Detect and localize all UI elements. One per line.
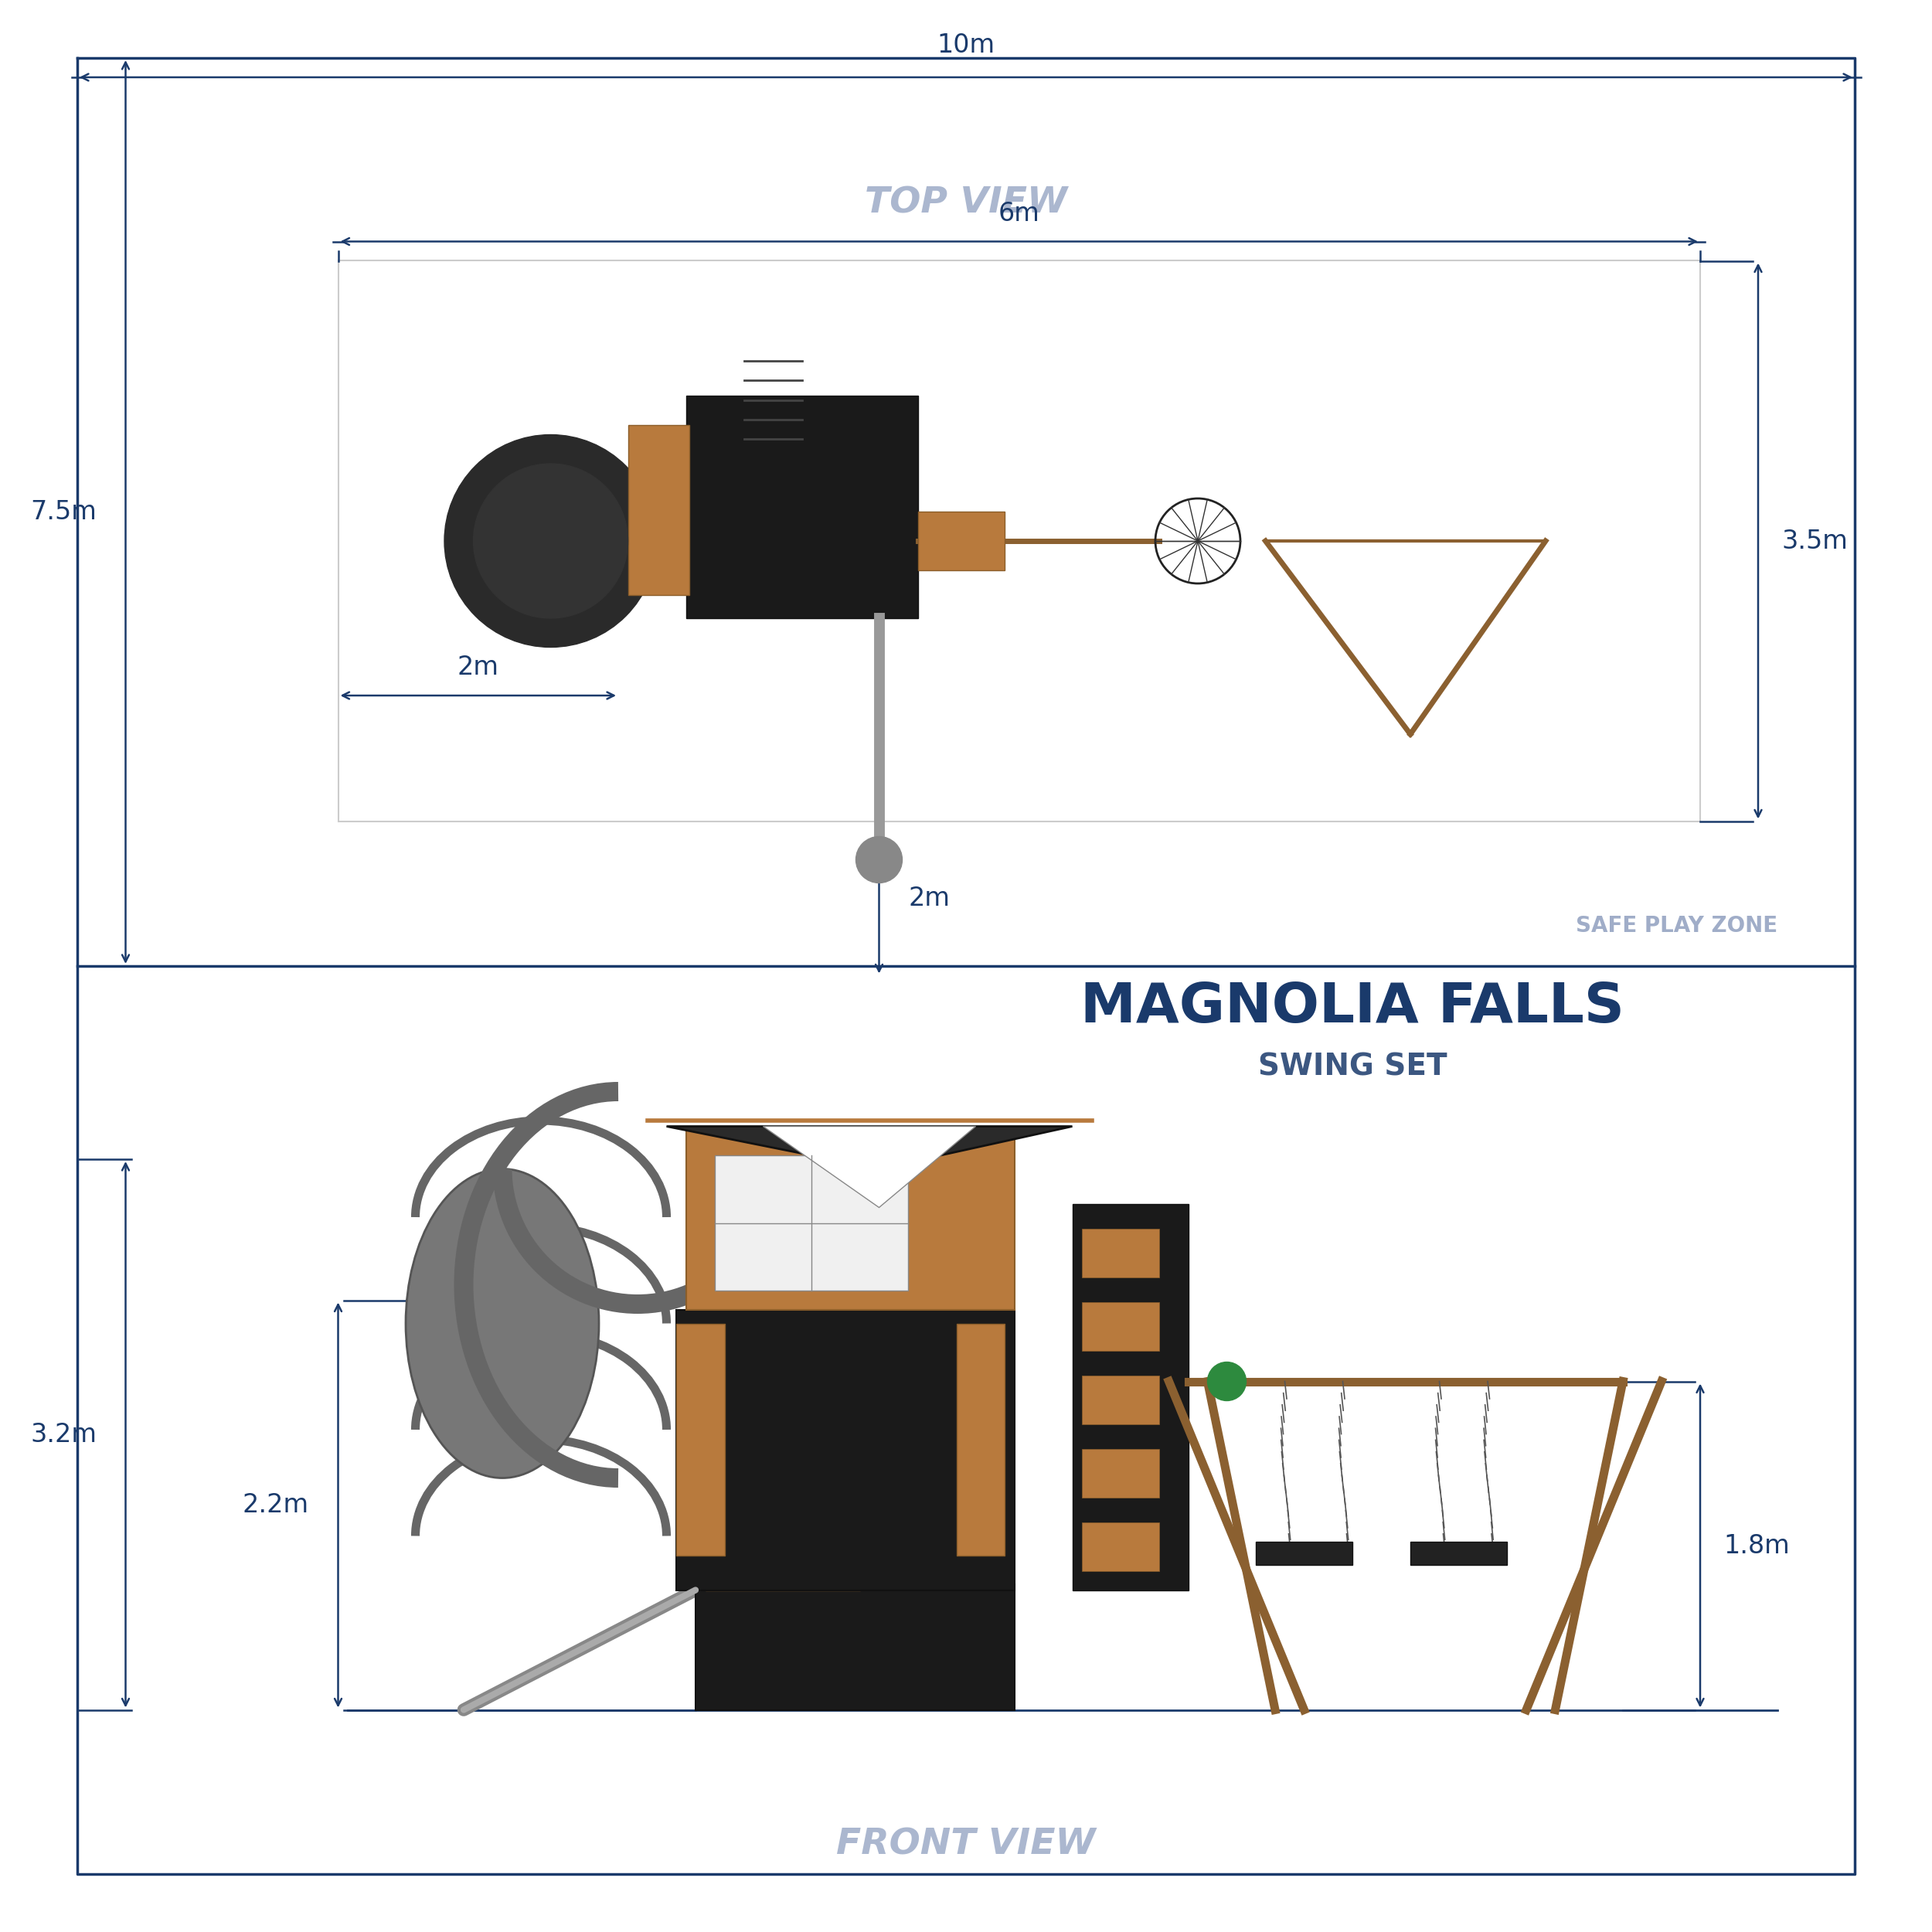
Text: 3.2m: 3.2m xyxy=(31,1422,97,1447)
Bar xyxy=(1082,1229,1159,1277)
Text: MAGNOLIA FALLS: MAGNOLIA FALLS xyxy=(1080,980,1625,1034)
Bar xyxy=(1082,1449,1159,1497)
Text: 7.5m: 7.5m xyxy=(31,498,97,526)
Bar xyxy=(686,1126,1014,1310)
Text: 10m: 10m xyxy=(937,33,995,58)
Ellipse shape xyxy=(406,1169,599,1478)
Circle shape xyxy=(856,837,902,883)
Text: SAFE PLAY ZONE: SAFE PLAY ZONE xyxy=(1577,916,1777,937)
Bar xyxy=(956,1323,1005,1555)
Bar xyxy=(696,1584,1014,1710)
Bar xyxy=(1256,1542,1352,1565)
Polygon shape xyxy=(763,1126,976,1208)
Text: SWING SET: SWING SET xyxy=(1258,1053,1447,1082)
Bar xyxy=(686,396,918,618)
Text: 3.5m: 3.5m xyxy=(1781,527,1847,554)
Bar xyxy=(338,261,1700,821)
Polygon shape xyxy=(667,1126,1072,1169)
Bar xyxy=(705,1493,860,1590)
Text: FRONT VIEW: FRONT VIEW xyxy=(837,1828,1095,1862)
Text: TOP VIEW: TOP VIEW xyxy=(866,185,1066,220)
Bar xyxy=(918,512,1005,570)
Text: 2.2m: 2.2m xyxy=(243,1492,309,1519)
Bar xyxy=(676,1310,1014,1590)
Bar xyxy=(1082,1376,1159,1424)
Bar xyxy=(1082,1522,1159,1571)
Bar xyxy=(1072,1204,1188,1590)
Text: 2m: 2m xyxy=(458,655,498,680)
Text: 2m: 2m xyxy=(908,885,951,912)
Circle shape xyxy=(473,464,628,618)
Bar xyxy=(1082,1302,1159,1350)
Bar xyxy=(676,1323,724,1555)
Text: 6m: 6m xyxy=(999,201,1039,226)
Circle shape xyxy=(1208,1362,1246,1401)
Bar xyxy=(628,425,690,595)
Bar xyxy=(1410,1542,1507,1565)
Circle shape xyxy=(444,435,657,647)
Bar xyxy=(715,1155,908,1291)
Text: 1.8m: 1.8m xyxy=(1723,1532,1789,1559)
